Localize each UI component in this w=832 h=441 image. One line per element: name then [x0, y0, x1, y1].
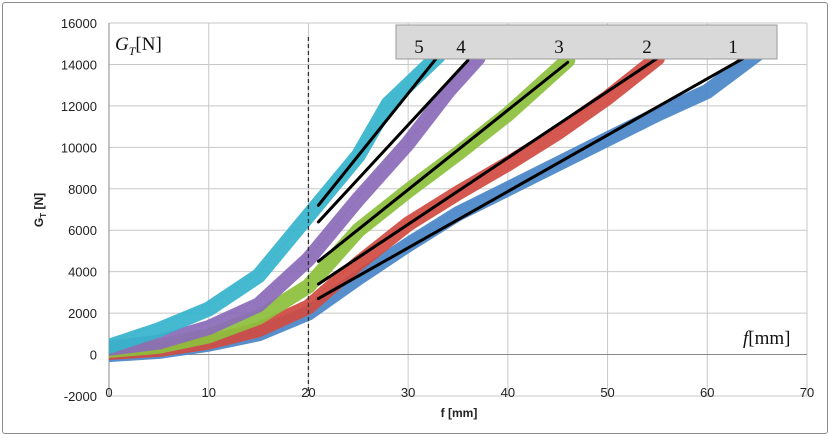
y-tick-labels: -2000 0 2000 4000 6000 8000 10000 12000 14000 160…	[61, 16, 97, 404]
x-tick-label: 10	[201, 385, 215, 400]
legend-box	[395, 24, 778, 60]
chart-svg: 0 10 20 30 40 50 60 70 -20000200040006000800010…	[32, 16, 814, 420]
y-tick-label: 2000	[68, 306, 97, 321]
y-tick-label: 6000	[68, 223, 97, 238]
x-tick-label: 70	[800, 385, 814, 400]
y-axis-title-sub: T	[39, 213, 48, 218]
y-annotation-unit: [N]	[135, 34, 161, 55]
y-annotation-symbol: G	[115, 34, 129, 55]
y-tick-label: 0	[90, 348, 97, 363]
legend-label-5: 5	[414, 37, 424, 58]
x-annotation-unit: [mm]	[748, 328, 790, 349]
data-scatter-series-4	[111, 51, 482, 344]
y-tick-label: 10000	[61, 140, 97, 155]
x-tick-label: 0	[105, 385, 112, 400]
y-tick-label: 16000	[61, 16, 97, 31]
fit-line-series-4	[316, 58, 470, 224]
fit-line-series-5	[316, 54, 440, 207]
y-annotation-subscript: T	[129, 44, 137, 58]
x-axis-title: f [mm]	[441, 406, 478, 420]
x-annotation-symbol: f	[743, 328, 751, 349]
legend-label-4: 4	[456, 37, 466, 58]
fit-line-series-2	[316, 56, 659, 286]
x-tick-label: 40	[501, 385, 515, 400]
fit-line-series-1	[316, 54, 749, 301]
legend-labels: 5 4 3 2 1	[414, 37, 738, 58]
y-axis-title-unit: [N]	[32, 193, 46, 213]
y-tick-label: 4000	[68, 265, 97, 280]
y-axis-title: GT [N]	[32, 193, 48, 227]
x-tick-label: 20	[301, 385, 315, 400]
y-tick-label: 12000	[61, 99, 97, 114]
chart-frame: 0 10 20 30 40 50 60 70 -2000 0 2000 4000 6000 8000 10…	[2, 2, 828, 434]
x-tick-label: 60	[700, 385, 714, 400]
y-tick-label: 14000	[61, 57, 97, 72]
data-band-series-5	[109, 48, 446, 354]
legend-label-1: 1	[728, 37, 738, 58]
data-band-series-3	[109, 52, 576, 358]
x-tick-label: 50	[600, 385, 614, 400]
data-bands	[109, 46, 765, 363]
fit-lines	[316, 54, 749, 301]
x-tick-label: 30	[401, 385, 415, 400]
data-band-series-4	[109, 50, 486, 356]
x-annotation: f[mm]	[743, 328, 791, 349]
y-annotation: GT[N]	[115, 34, 162, 58]
data-scatter-series-5	[111, 49, 442, 342]
y-tick-label: -2000	[64, 389, 97, 404]
y-tick-label: 8000	[68, 182, 97, 197]
legend-label-3: 3	[554, 37, 564, 58]
y-axis-title-main: G	[32, 218, 46, 227]
legend-label-2: 2	[642, 37, 652, 58]
fit-line-series-3	[316, 60, 570, 263]
x-tick-labels: 0 10 20 30 40 50 60 70	[105, 385, 814, 400]
